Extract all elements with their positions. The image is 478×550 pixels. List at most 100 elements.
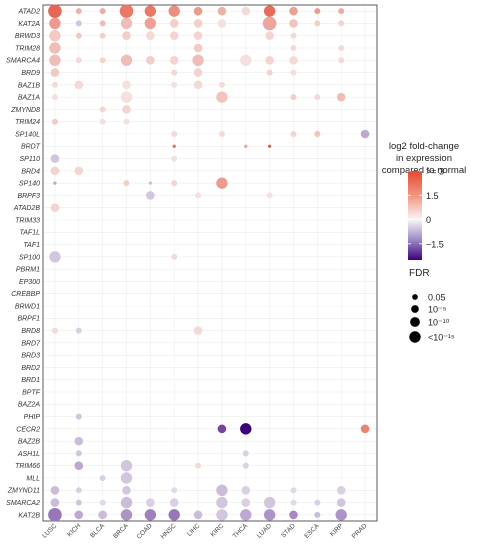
gene-label: BPTF — [22, 389, 41, 396]
data-point — [50, 498, 60, 507]
data-point — [51, 118, 58, 125]
data-point — [144, 5, 157, 17]
data-point — [144, 509, 157, 521]
data-point — [338, 45, 345, 51]
data-point — [75, 8, 82, 15]
data-point — [75, 499, 82, 506]
data-point — [169, 31, 179, 41]
gene-label: BAZ1B — [18, 82, 41, 89]
gene-label: ZMYND8 — [10, 107, 40, 114]
gene-label: ZMYND11 — [7, 488, 40, 495]
data-point — [171, 487, 178, 494]
color-tick-label: 1.5 — [426, 191, 439, 201]
gene-label: BRPF1 — [17, 316, 40, 323]
data-point — [75, 450, 82, 457]
data-point — [99, 106, 106, 113]
gene-label: SMARCA2 — [6, 500, 40, 507]
data-point — [120, 472, 133, 484]
data-point — [148, 181, 152, 185]
data-point — [49, 251, 61, 263]
gene-label: TRIM24 — [15, 119, 40, 126]
data-point — [48, 508, 62, 522]
gene-axis-labels: ATAD2 KAT2A BRWD3 TRIM28 SMARCA4 BRD9 BAZ1B BAZ… — [6, 9, 41, 520]
data-point — [290, 32, 297, 39]
data-point — [51, 81, 58, 88]
data-point — [289, 19, 298, 28]
data-point — [265, 55, 274, 65]
data-point — [75, 487, 82, 494]
gene-label: BAZ2A — [18, 402, 41, 409]
data-point — [268, 144, 272, 148]
data-point — [266, 192, 273, 199]
data-point — [263, 5, 276, 17]
gene-label: BRD1 — [21, 377, 40, 384]
size-key-dot — [410, 317, 420, 327]
data-point — [169, 55, 179, 65]
data-point — [216, 177, 228, 189]
data-point — [51, 94, 58, 101]
data-point — [240, 54, 252, 66]
data-point — [360, 129, 370, 139]
data-point — [314, 94, 321, 101]
data-point — [290, 499, 297, 506]
data-point — [99, 499, 106, 506]
data-point — [290, 131, 297, 137]
gene-label: SP140 — [19, 181, 40, 188]
data-point — [99, 118, 106, 125]
data-point — [290, 45, 297, 51]
gene-label: BRWD3 — [15, 33, 40, 40]
data-point — [49, 54, 61, 66]
gene-label: BRD3 — [21, 353, 40, 360]
color-bar — [408, 171, 422, 260]
gene-label: BRD7 — [21, 340, 41, 347]
data-point — [146, 191, 155, 200]
data-point — [262, 16, 277, 31]
gene-label: TAF1L — [20, 230, 41, 237]
data-point — [50, 154, 60, 163]
data-point — [168, 5, 180, 17]
data-point — [240, 423, 252, 435]
data-point — [314, 499, 321, 506]
data-point — [218, 81, 225, 88]
data-point — [122, 485, 131, 495]
data-point — [192, 54, 204, 66]
gene-label: CECR2 — [16, 426, 40, 433]
data-point — [172, 144, 176, 148]
data-point — [74, 461, 84, 471]
gene-label: EP300 — [19, 279, 40, 286]
data-point — [171, 180, 178, 187]
gene-label: TAF1 — [23, 242, 40, 249]
gene-label: ASH1L — [17, 451, 40, 458]
data-point — [75, 57, 82, 64]
data-point — [241, 485, 251, 495]
data-point — [217, 6, 227, 16]
data-point — [216, 496, 228, 509]
gene-label: BRDT — [21, 144, 41, 151]
size-key-label: 10⁻⁵ — [428, 305, 447, 315]
data-point — [120, 460, 133, 472]
data-point — [336, 92, 346, 102]
data-point — [48, 4, 62, 18]
data-point — [50, 203, 60, 213]
gene-label: BRD2 — [21, 365, 40, 372]
data-point — [120, 17, 133, 30]
gene-label: BRPF3 — [17, 193, 40, 200]
gene-label: SP140L — [15, 131, 40, 138]
size-key-label: 0.05 — [428, 293, 446, 303]
size-key-dot — [409, 331, 421, 343]
data-point — [74, 510, 84, 520]
data-point — [195, 192, 202, 199]
data-point — [193, 68, 203, 77]
data-point — [290, 487, 297, 494]
gene-label: BRD9 — [21, 70, 40, 77]
data-point — [218, 131, 225, 137]
data-point — [360, 424, 370, 434]
color-legend-title-3: compared to normal — [382, 165, 466, 176]
size-key-dot — [412, 294, 418, 300]
data-point — [314, 8, 321, 15]
data-point — [171, 81, 178, 88]
color-tick-label: 0 — [426, 215, 431, 225]
color-legend-ticks: >= 3 1.5 0 −1.5 — [408, 167, 444, 249]
gene-label: MLL — [26, 475, 40, 482]
data-point — [99, 32, 106, 39]
